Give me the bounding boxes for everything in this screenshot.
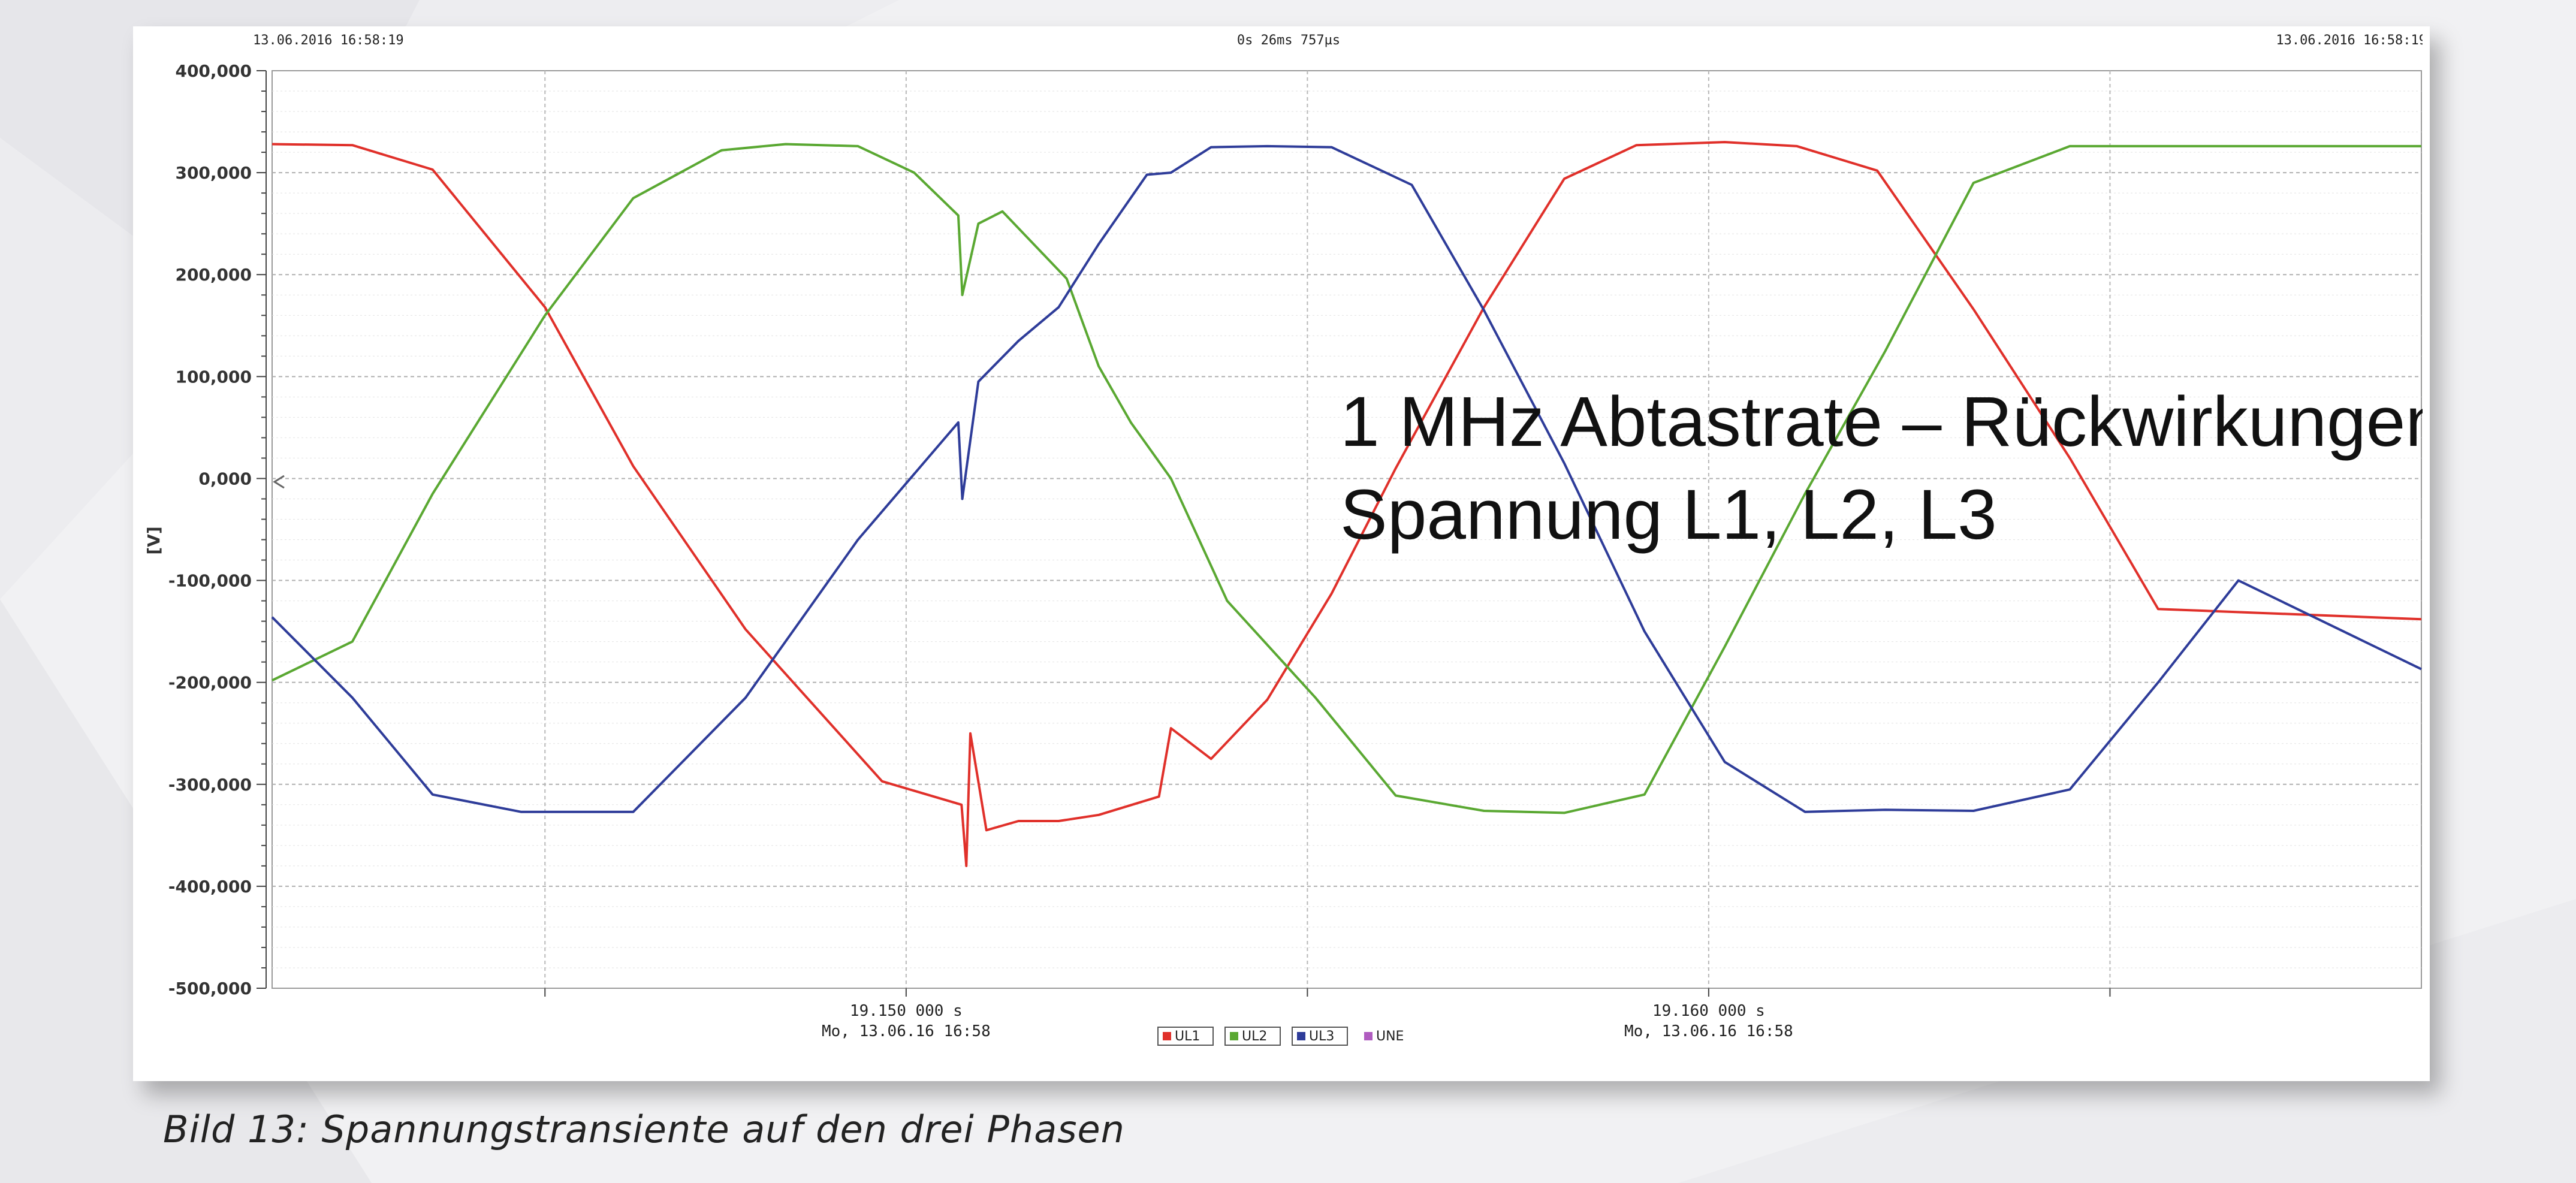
y-axis-label: [V]	[144, 526, 164, 554]
legend: UL1 UL2 UL3 UNE	[1157, 1027, 1404, 1046]
annotation-line2: Spannung L1, L2, L3	[1340, 475, 1997, 554]
y-tick-label: -200,000	[168, 673, 252, 693]
y-tick-label: 400,000	[175, 61, 252, 81]
series-line-ul1	[272, 141, 2422, 867]
y-tick-label: 300,000	[175, 163, 252, 183]
legend-label: UL2	[1242, 1029, 1267, 1044]
x-tick-label: 19.150 000 s	[850, 1002, 963, 1020]
series-lines	[271, 141, 2422, 867]
x-tick-label: 19.160 000 s	[1652, 1002, 1765, 1020]
y-axis: 400,000 300,000 200,000 100,000 0,000 -100,00…	[168, 61, 267, 998]
series-line-ul3	[271, 144, 2422, 813]
legend-swatch	[1364, 1032, 1373, 1040]
figure-caption: Bild 13: Spannungstransiente auf den dre…	[163, 1107, 1125, 1151]
legend-swatch	[1230, 1032, 1238, 1040]
panel-right-edge	[2423, 26, 2430, 1081]
y-tick-label: -400,000	[168, 877, 252, 897]
y-tick-label: 100,000	[175, 367, 252, 387]
plot-frame	[272, 70, 2422, 989]
legend-label: UNE	[1376, 1029, 1404, 1044]
y-tick-label: 200,000	[175, 265, 252, 285]
timestamp-right: 13.06.2016 16:58:19	[2276, 33, 2427, 48]
legend-label: UL3	[1309, 1029, 1334, 1044]
chevron-left-icon[interactable]	[273, 475, 285, 489]
timestamp-center: 0s 26ms 757µs	[1237, 33, 1340, 48]
x-tick-sublabel: Mo, 13.06.16 16:58	[1624, 1022, 1793, 1040]
voltage-chart[interactable]: 13.06.2016 16:58:19 0s 26ms 757µs 13.06.…	[133, 26, 2430, 1081]
y-tick-label: 0,000	[198, 469, 252, 488]
x-tick-sublabel: Mo, 13.06.16 16:58	[822, 1022, 991, 1040]
timestamp-left: 13.06.2016 16:58:19	[253, 33, 404, 48]
chart-panel: 13.06.2016 16:58:19 0s 26ms 757µs 13.06.…	[133, 26, 2430, 1081]
y-tick-label: -100,000	[168, 571, 252, 591]
legend-swatch	[1163, 1032, 1171, 1040]
legend-label: UL1	[1175, 1029, 1200, 1044]
grid	[272, 70, 2422, 989]
annotation-line1: 1 MHz Abtastrate – Rückwirkungen	[1340, 382, 2430, 461]
legend-swatch	[1297, 1032, 1305, 1040]
y-tick-label: -300,000	[168, 775, 252, 795]
x-axis: 19.150 000 s Mo, 13.06.16 16:58 19.160 000…	[544, 988, 2111, 1040]
y-tick-label: -500,000	[168, 979, 252, 998]
series-line-ul2	[272, 143, 2421, 814]
